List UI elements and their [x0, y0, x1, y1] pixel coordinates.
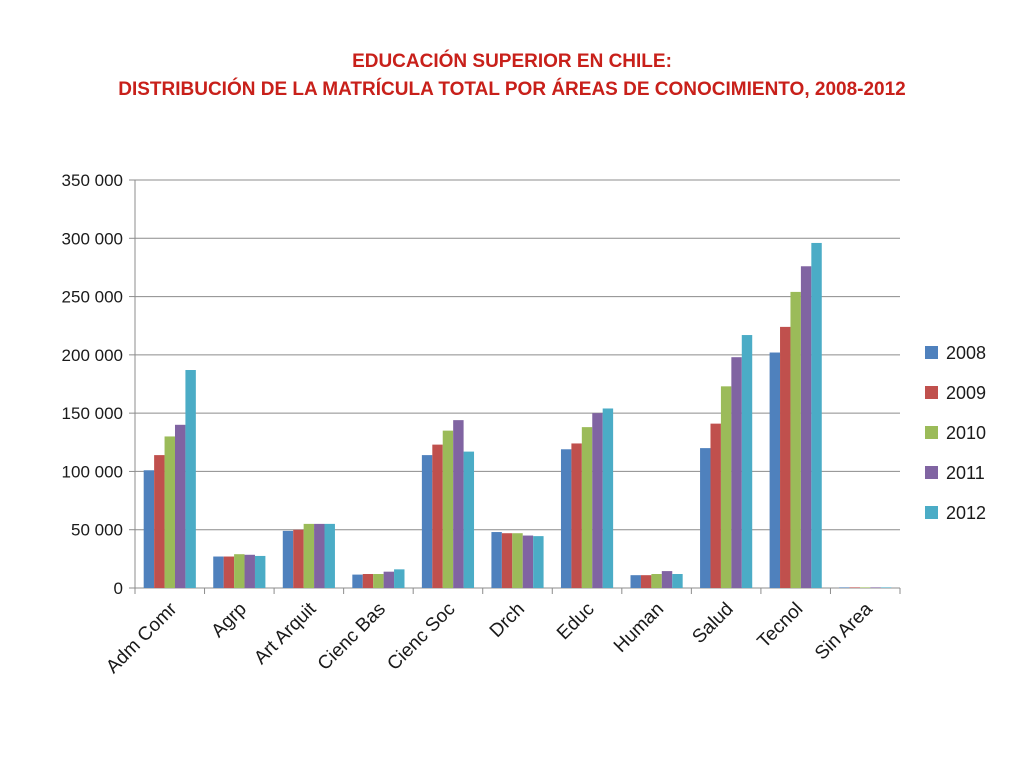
y-tick-label: 150 000: [62, 404, 123, 423]
bar-2008-drch: [491, 532, 502, 588]
bar-2012-cienc-soc: [463, 451, 475, 588]
legend-swatch-2011: [925, 466, 938, 479]
x-tick-label: Drch: [486, 599, 529, 642]
x-tick-label: Cienc Bas: [314, 599, 390, 675]
bar-2011-tecnol: [800, 266, 812, 588]
bar-2009-tecnol: [780, 326, 791, 588]
chart-subtitle: DISTRIBUCIÓN DE LA MATRÍCULA TOTAL POR Á…: [118, 79, 906, 100]
legend-label-2008: 2008: [946, 343, 986, 363]
chart-title-block: EDUCACIÓN SUPERIOR EN CHILE: DISTRIBUCIÓ…: [0, 48, 1024, 104]
bar-2011-educ: [592, 413, 603, 588]
bar-2008-cienc-bas: [352, 574, 363, 588]
y-tick-label: 100 000: [62, 462, 123, 481]
x-tick-label: Adm Comr: [102, 598, 182, 678]
bar-2012-educ: [602, 408, 614, 588]
bar-2008-cienc-soc: [421, 455, 433, 588]
legend-swatch-2009: [925, 386, 938, 399]
y-tick-label: 0: [114, 579, 123, 598]
bar-2012-drch: [533, 536, 544, 588]
y-tick-label: 350 000: [62, 171, 123, 190]
y-tick-label: 200 000: [62, 346, 123, 365]
bar-2010-cienc-bas: [373, 574, 384, 588]
y-tick-label: 250 000: [62, 288, 123, 307]
x-tick-label: Human: [610, 599, 668, 657]
bar-2009-cienc-bas: [362, 574, 374, 588]
bar-2009-art-arquit: [293, 529, 304, 588]
bar-2008-salud: [700, 448, 711, 588]
bar-2011-adm-comr: [174, 424, 186, 588]
bar-2008-human: [630, 575, 641, 588]
bar-2011-sin-area: [870, 587, 881, 588]
chart-title: EDUCACIÓN SUPERIOR EN CHILE:: [352, 51, 672, 72]
bar-2011-cienc-soc: [453, 420, 464, 588]
x-tick-label: Tecnol: [754, 599, 808, 653]
bar-2012-sin-area: [880, 587, 892, 588]
bar-2009-agrp: [223, 556, 235, 588]
bar-2010-art-arquit: [303, 523, 315, 588]
bar-2010-cienc-soc: [442, 430, 454, 588]
legend-swatch-2012: [925, 506, 938, 519]
bar-2012-tecnol: [811, 242, 822, 588]
bar-2010-agrp: [234, 554, 245, 588]
y-tick-label: 50 000: [71, 521, 123, 540]
legend-swatch-2010: [925, 426, 938, 439]
bar-2012-human: [672, 574, 683, 588]
bar-2010-sin-area: [860, 587, 871, 588]
bar-2012-cienc-bas: [394, 569, 405, 588]
bar-2009-sin-area: [849, 587, 861, 588]
bar-2008-tecnol: [769, 352, 781, 588]
bar-2011-human: [661, 571, 673, 588]
bar-2010-drch: [512, 533, 523, 588]
y-tick-label: 300 000: [62, 229, 123, 248]
bar-2010-tecnol: [790, 291, 801, 588]
bar-2009-educ: [571, 443, 582, 588]
bar-2011-art-arquit: [314, 523, 325, 588]
bar-2008-educ: [560, 449, 572, 588]
legend-label-2009: 2009: [946, 383, 986, 403]
bar-2011-drch: [522, 535, 534, 588]
bar-2010-salud: [720, 386, 732, 588]
bar-2012-adm-comr: [185, 370, 196, 588]
legend-label-2011: 2011: [946, 463, 985, 483]
bar-2010-human: [651, 574, 662, 588]
bar-2008-sin-area: [839, 587, 850, 588]
bar-2010-educ: [581, 427, 593, 588]
bar-2012-salud: [741, 335, 753, 588]
x-tick-label: Agrp: [208, 599, 251, 642]
bar-2011-agrp: [244, 554, 255, 588]
x-tick-label: Sin Area: [811, 598, 877, 664]
bar-2009-adm-comr: [154, 455, 165, 588]
bar-2011-salud: [731, 357, 742, 588]
legend-label-2012: 2012: [946, 503, 986, 523]
bar-2009-human: [640, 575, 652, 588]
bar-2012-agrp: [254, 555, 266, 588]
bar-2011-cienc-bas: [383, 571, 395, 588]
bar-2009-salud: [710, 423, 721, 588]
legend-swatch-2008: [925, 346, 938, 359]
bar-2008-adm-comr: [143, 470, 155, 588]
x-tick-label: Salud: [688, 599, 737, 648]
bar-2008-art-arquit: [282, 530, 294, 588]
x-tick-label: Art Arquit: [250, 598, 321, 669]
bar-2010-adm-comr: [164, 436, 175, 588]
bar-2012-art-arquit: [324, 523, 335, 588]
x-tick-label: Educ: [553, 599, 598, 644]
x-tick-label: Cienc Soc: [383, 599, 459, 675]
bar-2009-drch: [501, 533, 513, 588]
bar-2009-cienc-soc: [432, 444, 443, 588]
bar-2008-agrp: [213, 556, 224, 588]
legend-label-2010: 2010: [946, 423, 986, 443]
